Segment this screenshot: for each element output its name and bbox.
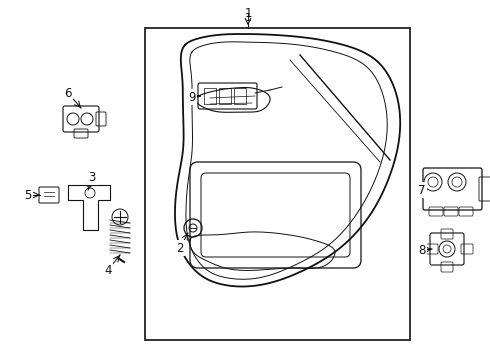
Bar — [145, 28, 410, 340]
Text: 5: 5 — [24, 189, 32, 202]
Text: 8: 8 — [418, 243, 426, 257]
Text: 2: 2 — [176, 242, 184, 255]
Text: 9: 9 — [188, 90, 196, 104]
Text: 3: 3 — [88, 171, 96, 184]
Text: 1: 1 — [245, 13, 251, 23]
Text: 4: 4 — [104, 264, 112, 276]
Bar — [204, 88, 216, 104]
Bar — [219, 88, 231, 104]
Text: 6: 6 — [64, 86, 72, 99]
Bar — [234, 88, 246, 104]
Text: 1: 1 — [244, 6, 252, 19]
Text: 7: 7 — [418, 184, 426, 197]
